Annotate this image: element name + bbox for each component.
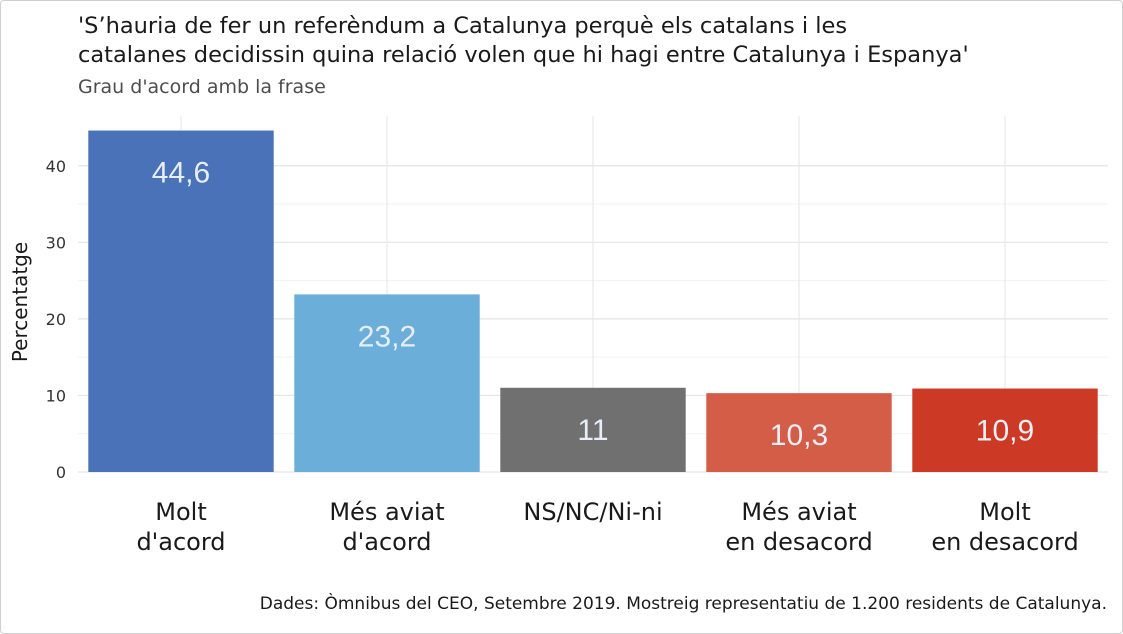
y-tick-label: 20 (46, 310, 66, 329)
bar (500, 387, 686, 472)
bar (912, 388, 1098, 472)
x-category-label: Més aviat en desacord (725, 498, 872, 556)
chart-caption: Dades: Òmnibus del CEO, Setembre 2019. M… (259, 594, 1107, 614)
x-category-label: Molt en desacord (931, 498, 1078, 556)
bar (706, 393, 892, 472)
bar-value-label: 11 (577, 414, 608, 447)
chart-subtitle: Grau d'acord amb la frase (78, 76, 326, 98)
y-tick-label: 10 (46, 386, 66, 405)
chart-title: 'S’hauria de fer un referèndum a Catalun… (78, 13, 969, 68)
bar-value-label: 44,6 (152, 157, 210, 190)
bar-value-label: 10,3 (770, 419, 828, 452)
bar-value-label: 23,2 (358, 320, 416, 353)
x-category-label: NS/NC/Ni-ni (523, 498, 662, 526)
bar-value-label: 10,9 (976, 415, 1034, 448)
y-tick-label: 0 (56, 463, 66, 482)
y-tick-label: 30 (46, 233, 66, 252)
x-category-label: Molt d'acord (136, 498, 225, 556)
bar (88, 130, 274, 472)
y-tick-label: 40 (46, 157, 66, 176)
bar (294, 294, 480, 472)
x-category-label: Més aviat d'acord (329, 498, 444, 556)
